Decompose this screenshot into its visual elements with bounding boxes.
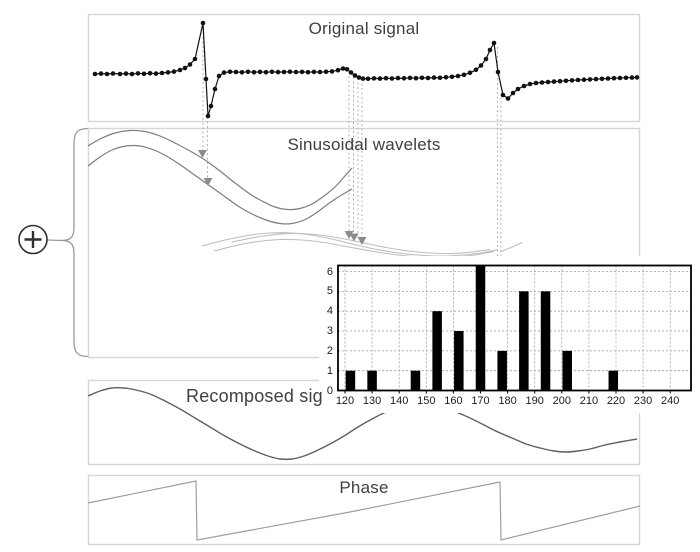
x-tick-label: 220	[606, 395, 626, 407]
sum-brace-link	[47, 239, 62, 242]
histogram-bar	[345, 370, 356, 391]
histogram-bar	[497, 350, 507, 391]
histogram-bar	[519, 291, 529, 391]
x-tick-label: 130	[362, 395, 382, 407]
y-tick-label: 6	[326, 265, 333, 278]
x-tick-label: 240	[661, 395, 680, 407]
x-tick-label: 210	[579, 395, 599, 407]
y-tick-label: 4	[326, 305, 333, 318]
connector-lines	[202, 28, 502, 259]
original-signal-title: Original signal	[308, 19, 420, 38]
x-tick-label: 230	[633, 395, 653, 407]
histogram-bar	[608, 370, 619, 391]
x-tick-label: 180	[498, 395, 517, 407]
histogram-bars	[345, 265, 619, 391]
x-tick-label: 200	[552, 395, 571, 407]
histogram-bar	[367, 370, 377, 391]
y-tick-label: 3	[326, 325, 333, 337]
y-tick-label: 1	[326, 364, 333, 377]
y-tick-label: 2	[326, 344, 333, 357]
histogram-bar	[475, 265, 486, 391]
plus-circle-icon	[18, 224, 48, 255]
histogram-gridlines	[338, 265, 691, 391]
phase-panel	[87, 474, 641, 546]
y-tick-label: 5	[326, 285, 333, 298]
x-tick-label: 160	[444, 395, 463, 407]
histogram-bar	[540, 291, 551, 391]
recomposed-signal-title: Recomposed sig	[186, 386, 323, 406]
down-arrowheads	[198, 150, 367, 245]
histogram-bar	[410, 370, 421, 391]
histogram-bar	[432, 311, 442, 391]
x-tick-label: 120	[335, 395, 355, 407]
histogram-bar	[562, 350, 572, 391]
phase-title: Phase	[339, 478, 389, 497]
sinusoidal-wavelets-title: Sinusoidal wavelets	[287, 135, 441, 154]
y-tick-label: 0	[326, 384, 333, 397]
original-signal-panel	[87, 13, 641, 123]
x-tick-label: 170	[471, 395, 490, 407]
recomposed-signal-curve	[87, 387, 638, 461]
histogram-bar	[454, 331, 464, 391]
phase-sawtooth	[87, 480, 641, 541]
dark-wavelet-curves	[87, 129, 353, 225]
x-tick-label: 140	[390, 395, 409, 407]
light-wavelet-curves	[201, 232, 523, 259]
x-tick-label: 150	[417, 395, 436, 407]
original-signal-trace	[92, 20, 640, 119]
sum-brace	[60, 127, 89, 358]
x-tick-label: 190	[525, 395, 544, 407]
frequency-histogram	[319, 256, 697, 413]
histogram-frame	[337, 264, 692, 392]
